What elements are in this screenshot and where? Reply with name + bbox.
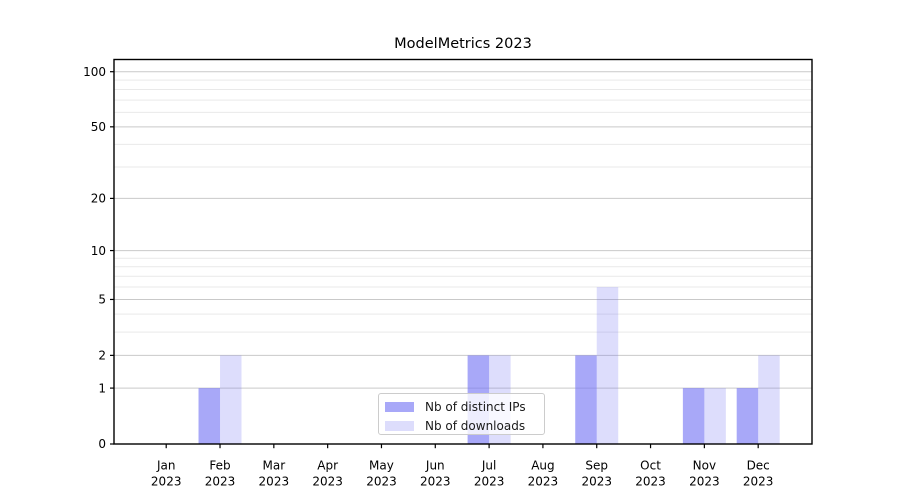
x-tick-label-year: 2023 — [366, 475, 397, 489]
bar — [596, 287, 619, 444]
y-grid-major — [114, 71, 812, 389]
x-tick-label-year: 2023 — [151, 475, 182, 489]
bar — [575, 355, 597, 444]
plot-border — [113, 58, 813, 445]
x-tick-label-year: 2023 — [420, 475, 451, 489]
y-tick-label: 20 — [91, 192, 106, 206]
x-tick-label-year: 2023 — [205, 475, 236, 489]
bar — [736, 388, 759, 444]
x-tick-label-year: 2023 — [528, 475, 559, 489]
legend: Nb of distinct IPs Nb of downloads — [378, 393, 545, 435]
legend-swatch-downloads — [385, 420, 414, 431]
x-tick-label-year: 2023 — [312, 475, 343, 489]
y-tick-label: 5 — [98, 293, 106, 307]
x-tick-label-year: 2023 — [689, 475, 720, 489]
x-tick-label-month: Jun — [425, 459, 445, 473]
y-tick-label: 2 — [98, 349, 106, 363]
x-tick-label-month: Nov — [693, 459, 716, 473]
bar — [682, 388, 705, 444]
chart-title: ModelMetrics 2023 — [394, 36, 532, 52]
bar — [758, 355, 780, 444]
legend-swatch-distinct-ips — [385, 401, 414, 412]
legend-label-distinct-ips: Nb of distinct IPs — [425, 399, 526, 414]
x-tick-label-month: Oct — [640, 459, 661, 473]
x-tick-label-month: Jan — [156, 459, 176, 473]
x-axis: Jan 2023 Feb 2023 Mar 2023 Apr 2023 May 2023 Jun 20… — [151, 444, 774, 489]
x-tick-label-month: Mar — [263, 459, 286, 473]
x-tick-label-month: Aug — [531, 459, 554, 473]
legend-label-downloads: Nb of downloads — [425, 418, 526, 433]
y-tick-label: 10 — [91, 244, 106, 258]
y-grid-minor — [114, 79, 812, 333]
x-tick-label-year: 2023 — [259, 475, 290, 489]
x-tick-label-year: 2023 — [743, 475, 774, 489]
bar — [704, 388, 726, 444]
x-tick-label-month: Dec — [747, 459, 770, 473]
x-tick-label-month: Jul — [481, 459, 496, 473]
bar — [220, 355, 242, 444]
x-tick-label-month: Apr — [317, 459, 338, 473]
x-tick-label-year: 2023 — [635, 475, 666, 489]
x-tick-label-month: May — [369, 459, 394, 473]
legend-entry-downloads: Nb of downloads — [385, 417, 538, 434]
x-tick-label-year: 2023 — [474, 475, 505, 489]
y-axis: 0 1 2 5 10 20 50 100 — [83, 65, 114, 451]
y-tick-label: 1 — [98, 381, 106, 395]
x-tick-label-month: Sep — [585, 459, 608, 473]
legend-entry-distinct-ips: Nb of distinct IPs — [385, 398, 538, 415]
y-tick-label: 0 — [98, 437, 106, 451]
y-tick-label: 50 — [91, 120, 106, 134]
x-tick-label-month: Feb — [209, 459, 230, 473]
x-tick-label-year: 2023 — [581, 475, 612, 489]
y-tick-label: 100 — [83, 65, 106, 79]
bar — [198, 388, 221, 444]
